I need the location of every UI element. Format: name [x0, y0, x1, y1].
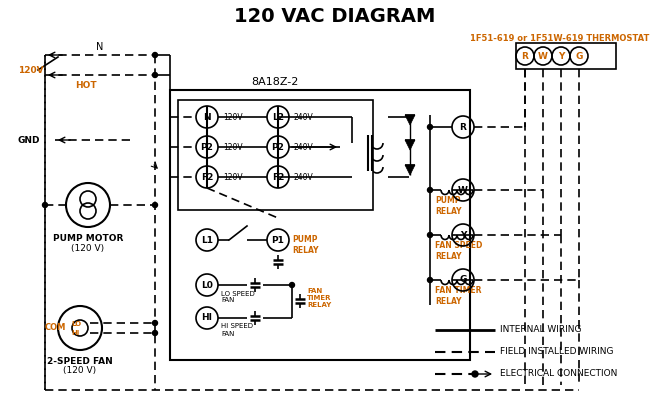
Text: HI SPEED
FAN: HI SPEED FAN — [221, 323, 253, 336]
Text: L1: L1 — [201, 235, 213, 245]
Text: 2-SPEED FAN: 2-SPEED FAN — [47, 357, 113, 365]
Text: PUMP
RELAY: PUMP RELAY — [435, 196, 462, 216]
Text: (120 V): (120 V) — [72, 243, 105, 253]
Text: W: W — [538, 52, 548, 60]
Text: PUMP MOTOR: PUMP MOTOR — [53, 233, 123, 243]
Text: INTERNAL WIRING: INTERNAL WIRING — [500, 326, 582, 334]
Text: 120V: 120V — [223, 173, 243, 181]
Bar — [178, 100, 373, 210]
Text: HOT: HOT — [75, 80, 96, 90]
Text: W: W — [458, 186, 468, 194]
Text: R: R — [521, 52, 529, 60]
Text: N: N — [96, 42, 104, 52]
Text: GND: GND — [18, 135, 40, 145]
Text: P1: P1 — [271, 235, 285, 245]
Text: F2: F2 — [201, 173, 213, 181]
Circle shape — [42, 202, 48, 207]
Circle shape — [153, 72, 157, 78]
Text: R: R — [460, 122, 466, 132]
Text: PUMP
RELAY: PUMP RELAY — [292, 235, 318, 255]
Circle shape — [153, 202, 157, 207]
Text: 1F51-619 or 1F51W-619 THERMOSTAT: 1F51-619 or 1F51W-619 THERMOSTAT — [470, 34, 650, 42]
Text: FIELD INSTALLED WIRING: FIELD INSTALLED WIRING — [500, 347, 614, 357]
Text: ELECTRICAL CONNECTION: ELECTRICAL CONNECTION — [500, 370, 617, 378]
Text: 120V: 120V — [223, 112, 243, 122]
Text: L0: L0 — [201, 280, 213, 290]
Polygon shape — [405, 115, 415, 125]
Polygon shape — [405, 140, 415, 150]
Polygon shape — [405, 165, 415, 175]
Text: 8A18Z-2: 8A18Z-2 — [251, 77, 299, 87]
Text: 240V: 240V — [294, 142, 314, 152]
Text: HI: HI — [72, 330, 80, 336]
Text: LO SPEED
FAN: LO SPEED FAN — [221, 290, 255, 303]
Text: P2: P2 — [271, 142, 285, 152]
Text: (120 V): (120 V) — [64, 367, 96, 375]
Text: HI: HI — [202, 313, 212, 323]
Text: 240V: 240V — [294, 112, 314, 122]
Text: P2: P2 — [200, 142, 214, 152]
Circle shape — [153, 52, 157, 57]
Circle shape — [427, 124, 433, 129]
Text: COM: COM — [45, 323, 66, 333]
Text: 120V: 120V — [18, 65, 44, 75]
Bar — [170, 90, 470, 360]
Text: 120V: 120V — [223, 142, 243, 152]
Circle shape — [153, 331, 157, 336]
Text: Y: Y — [460, 230, 466, 240]
Text: LO: LO — [71, 321, 81, 327]
Text: G: G — [460, 276, 467, 285]
Circle shape — [427, 233, 433, 238]
Text: 240V: 240V — [294, 173, 314, 181]
Text: Y: Y — [558, 52, 564, 60]
Circle shape — [289, 282, 295, 287]
Text: N: N — [203, 112, 211, 122]
Text: FAN
TIMER
RELAY: FAN TIMER RELAY — [307, 288, 332, 308]
Circle shape — [427, 187, 433, 192]
Circle shape — [153, 321, 157, 326]
Circle shape — [472, 371, 478, 377]
Circle shape — [427, 277, 433, 282]
Text: FAN TIMER
RELAY: FAN TIMER RELAY — [435, 286, 482, 306]
Text: FAN SPEED
RELAY: FAN SPEED RELAY — [435, 241, 482, 261]
Text: F2: F2 — [272, 173, 284, 181]
Bar — [516, 43, 616, 69]
Text: 120 VAC DIAGRAM: 120 VAC DIAGRAM — [234, 7, 436, 26]
Text: G: G — [576, 52, 583, 60]
Text: L2: L2 — [272, 112, 284, 122]
